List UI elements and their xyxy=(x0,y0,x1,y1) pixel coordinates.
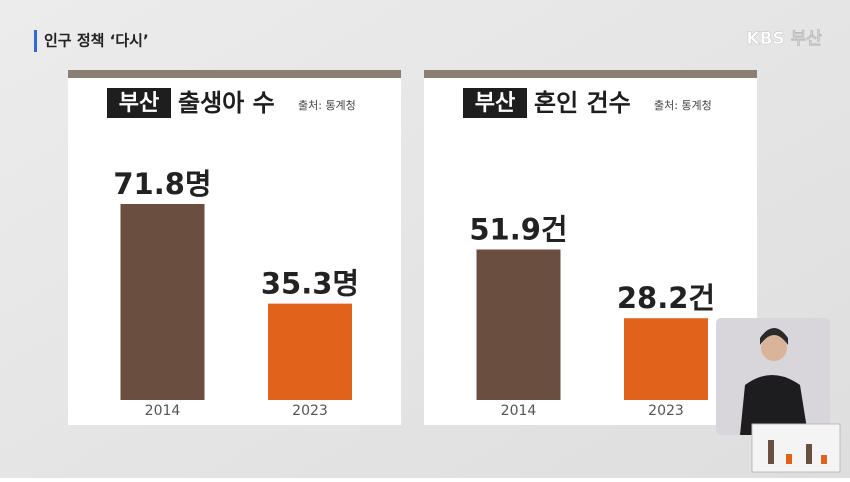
title-badge-text: 부산 xyxy=(475,91,515,116)
title-badge xyxy=(107,88,171,118)
source: 출처: 통계청 xyxy=(654,99,712,112)
x-tick-label: 2023 xyxy=(648,403,684,419)
signer-hair xyxy=(760,328,788,345)
panel-top-bar xyxy=(68,70,401,78)
title-badge xyxy=(463,88,527,118)
panel-top-bar xyxy=(424,70,757,78)
x-tick-label: 2014 xyxy=(501,403,537,419)
bar xyxy=(120,203,205,400)
chart-title: 출생아 수 xyxy=(178,89,275,117)
thumbnail xyxy=(751,423,841,473)
x-tick-label: 2014 xyxy=(145,403,181,419)
title-badge-text: 부산 xyxy=(119,91,159,116)
source: 출처: 통계청 xyxy=(298,99,356,112)
broadcaster-logo: KBS 부산 xyxy=(746,29,822,49)
chart-title: 혼인 건수 xyxy=(534,89,631,117)
thumbnail-bar xyxy=(786,454,792,464)
value-label: 51.9건 xyxy=(469,212,567,246)
value-label: 35.3명 xyxy=(261,267,359,301)
sign-language-inset xyxy=(716,318,841,473)
x-tick-label: 2023 xyxy=(292,403,328,419)
bar xyxy=(268,303,352,400)
bar xyxy=(624,318,708,400)
thumbnail-bar xyxy=(806,444,812,464)
value-label: 28.2건 xyxy=(617,281,715,315)
value-label: 71.8명 xyxy=(113,167,211,201)
signer-face xyxy=(761,335,787,361)
bar xyxy=(476,249,561,400)
program-title: 인구 정책 ‘다시’ xyxy=(44,32,149,50)
signer-body xyxy=(740,375,808,435)
thumbnail-bar xyxy=(821,455,827,464)
thumbnail-bar xyxy=(768,440,774,464)
program-accent xyxy=(34,30,37,52)
